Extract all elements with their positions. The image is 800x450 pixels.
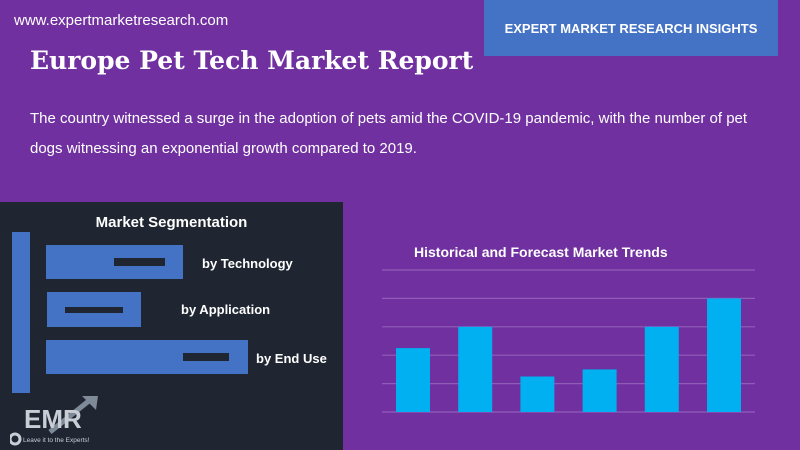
chart-bar-6 xyxy=(707,298,741,412)
chart-bar-2 xyxy=(458,326,493,412)
segment-label-end-use: by End Use xyxy=(256,351,327,366)
chart-bar-5 xyxy=(644,326,679,412)
segment-bar-end-use xyxy=(46,340,248,374)
chart-bar-3 xyxy=(520,376,555,412)
website-url[interactable]: www.expertmarketresearch.com xyxy=(14,12,229,29)
segmentation-title: Market Segmentation xyxy=(95,214,248,231)
chart-bar-1 xyxy=(396,348,430,412)
report-description: The country witnessed a surge in the ado… xyxy=(30,110,748,157)
insights-banner: EXPERT MARKET RESEARCH INSIGHTS xyxy=(484,0,778,56)
segment-bar-marker xyxy=(114,258,165,266)
segment-axis-bar xyxy=(12,232,30,393)
segment-bar-application xyxy=(47,292,141,327)
svg-text:EMR: EMR xyxy=(24,404,82,434)
chart-bar-4 xyxy=(582,369,617,412)
segment-bar-marker xyxy=(65,307,123,313)
segment-label-technology: by Technology xyxy=(202,256,293,271)
segment-bar-marker xyxy=(183,353,229,361)
segment-bar-technology xyxy=(46,245,183,279)
segmentation-panel: Market Segmentation by Technology by App… xyxy=(0,202,343,450)
segment-label-application: by Application xyxy=(181,302,271,317)
chart-title: Historical and Forecast Market Trends xyxy=(414,244,668,260)
page-title: Europe Pet Tech Market Report xyxy=(30,46,474,75)
emr-logo: EMR Leave it to the Experts! xyxy=(10,396,98,446)
svg-text:Leave it to the Experts!: Leave it to the Experts! xyxy=(23,437,90,444)
